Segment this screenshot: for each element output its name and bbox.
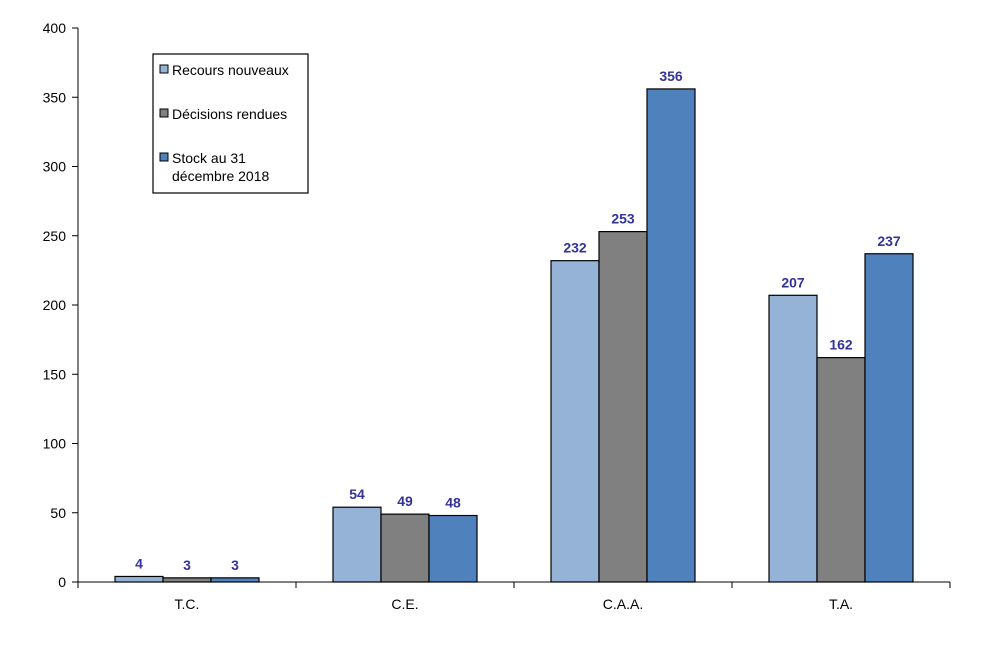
legend-label: décembre 2018: [172, 168, 270, 184]
bar: [864, 253, 914, 583]
x-tick-label: T.A.: [829, 596, 853, 612]
y-tick-label: 400: [43, 20, 67, 36]
data-label: 232: [563, 240, 587, 256]
bars: [114, 88, 914, 583]
bar: [210, 577, 260, 583]
axes: 0 50 100 150 200 250 300 350 400 T.C. C.E. C.A.A. T.…: [43, 20, 951, 612]
bar: [332, 506, 382, 583]
data-label: 207: [781, 274, 805, 290]
data-label: 49: [397, 493, 413, 509]
y-tick-label: 150: [43, 366, 67, 382]
y-tick-label: 200: [43, 297, 67, 313]
data-label: 237: [877, 233, 901, 249]
bar: [816, 357, 866, 583]
bar: [380, 513, 430, 583]
x-tick-label: T.C.: [175, 596, 200, 612]
data-label: 253: [611, 211, 635, 227]
bar: [550, 260, 600, 583]
legend-label: Décisions rendues: [172, 106, 287, 122]
data-label: 54: [349, 486, 365, 502]
data-labels: 4 3 3 54 49 48 232 253 356 207 162 237: [135, 68, 901, 573]
data-label: 48: [445, 495, 461, 511]
y-tick-label: 50: [50, 505, 66, 521]
x-tick-label: C.E.: [391, 596, 418, 612]
legend-label: Recours nouveaux: [172, 62, 289, 78]
y-tick-label: 250: [43, 228, 67, 244]
y-tick-label: 300: [43, 159, 67, 175]
legend-swatch: [159, 152, 169, 162]
data-label: 162: [829, 337, 853, 353]
legend-swatch: [159, 108, 169, 118]
data-label: 4: [135, 555, 143, 571]
bar: [114, 575, 164, 583]
bar: [162, 577, 212, 583]
bar: [428, 514, 478, 583]
bar: [768, 294, 818, 583]
bar: [646, 88, 696, 583]
y-tick-label: 100: [43, 436, 67, 452]
data-label: 3: [183, 557, 191, 573]
x-tick-label: C.A.A.: [603, 596, 643, 612]
y-tick-label: 350: [43, 89, 67, 105]
bar: [598, 230, 648, 583]
y-tick-label: 0: [58, 574, 66, 590]
legend: Recours nouveaux Décisions rendues Stock a…: [152, 53, 309, 194]
data-label: 356: [659, 68, 683, 84]
legend-swatch: [159, 64, 169, 74]
legend-label: Stock au 31: [172, 150, 246, 166]
legend-box: [152, 53, 309, 194]
data-label: 3: [231, 557, 239, 573]
